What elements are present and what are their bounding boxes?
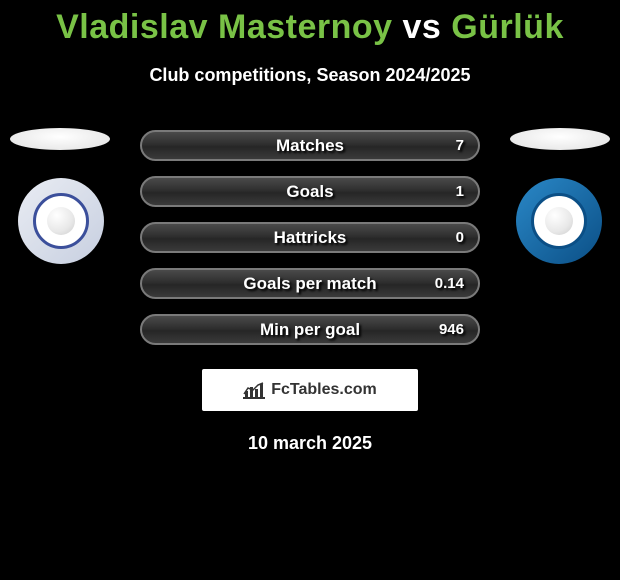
stat-label: Hattricks xyxy=(274,228,347,248)
subtitle: Club competitions, Season 2024/2025 xyxy=(0,65,620,86)
stat-value-right: 0 xyxy=(456,229,464,246)
stat-row: Goals 1 xyxy=(140,176,480,207)
stat-row: Min per goal 946 xyxy=(140,314,480,345)
stat-label: Goals xyxy=(286,182,333,202)
brand-text: FcTables.com xyxy=(271,381,377,399)
stat-value-right: 1 xyxy=(456,183,464,200)
crest-right xyxy=(516,178,602,264)
stat-row: Goals per match 0.14 xyxy=(140,268,480,299)
stat-value-right: 0.14 xyxy=(435,275,464,292)
nameplate-left xyxy=(10,128,110,150)
crest-right-inner xyxy=(531,193,587,249)
title-player2: Gürlük xyxy=(451,8,564,46)
crest-left-inner xyxy=(33,193,89,249)
stat-label: Goals per match xyxy=(243,274,376,294)
stat-label: Matches xyxy=(276,136,344,156)
stat-label: Min per goal xyxy=(260,320,360,340)
stat-value-right: 7 xyxy=(456,137,464,154)
stat-row: Matches 7 xyxy=(140,130,480,161)
chart-icon xyxy=(243,381,265,399)
brand-box[interactable]: FcTables.com xyxy=(202,369,418,411)
ball-icon xyxy=(47,207,75,235)
crest-left xyxy=(18,178,104,264)
crest-right-outer xyxy=(516,178,602,264)
page-title: Vladislav Masternoy vs Gürlük xyxy=(0,0,620,47)
date-text: 10 march 2025 xyxy=(0,433,620,454)
stat-row: Hattricks 0 xyxy=(140,222,480,253)
title-player1: Vladislav Masternoy xyxy=(56,8,392,46)
title-vs: vs xyxy=(403,8,442,46)
nameplate-right xyxy=(510,128,610,150)
crest-left-outer xyxy=(18,178,104,264)
stat-value-right: 946 xyxy=(439,321,464,338)
ball-icon xyxy=(545,207,573,235)
